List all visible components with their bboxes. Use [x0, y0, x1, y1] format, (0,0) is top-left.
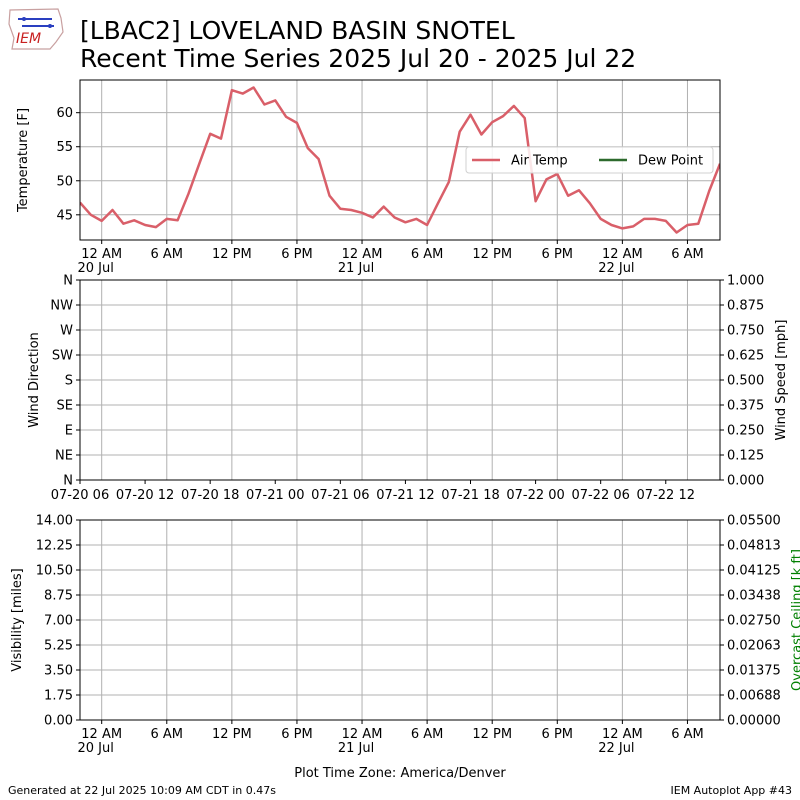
- wind-xtick-label-2: 07-20 18: [181, 488, 239, 503]
- vis-xtick-label-1: 6 AM: [151, 727, 184, 742]
- wind-xtick-label-1: 07-20 12: [116, 488, 174, 503]
- wind-ytick-label-2: E: [65, 424, 73, 439]
- wind-ytick-right-label-1: 0.125: [727, 449, 764, 464]
- vis-xtick-label-6: 12 PM: [472, 727, 512, 742]
- temp-xtick-sublabel-0: 20 Jul: [78, 261, 114, 276]
- wind-speed-ylabel: Wind Speed [mph]: [774, 320, 789, 441]
- wind-xtick-label-0: 07-20 06: [51, 488, 109, 503]
- temp-xtick-label-5: 6 AM: [411, 247, 444, 262]
- vis-ytick-right-label-4: 0.02750: [727, 614, 781, 629]
- temp-ytick-label-0: 45: [56, 208, 73, 223]
- wind-ytick-label-6: W: [60, 324, 73, 339]
- vis-xtick-label-7: 6 PM: [542, 727, 573, 742]
- temp-xtick-label-7: 6 PM: [542, 247, 573, 262]
- wind-direction-ylabel: Wind Direction: [27, 332, 42, 428]
- vis-xtick-label-8: 12 AM: [602, 727, 643, 742]
- legend-air-temp-label: Air Temp: [511, 154, 568, 169]
- chart-title-line1: [LBAC2] LOVELAND BASIN SNOTEL: [80, 16, 515, 45]
- wind-xtick-label-3: 07-21 00: [246, 488, 304, 503]
- wind-ytick-right-label-5: 0.625: [727, 349, 764, 364]
- vis-xtick-label-4: 12 AM: [342, 727, 383, 742]
- vis-xlabel: Plot Time Zone: America/Denver: [294, 766, 506, 781]
- temp-ylabel: Temperature [F]: [16, 108, 31, 213]
- temp-ytick-label-3: 60: [56, 106, 73, 121]
- temp-xtick-label-2: 12 PM: [212, 247, 252, 262]
- temp-legend: Air Temp Dew Point: [465, 146, 714, 174]
- wind-ytick-label-0: N: [63, 474, 73, 489]
- chart-title-line2: Recent Time Series 2025 Jul 20 - 2025 Ju…: [80, 44, 637, 73]
- wind-xtick-label-6: 07-21 18: [441, 488, 499, 503]
- vis-ytick-right-label-0: 0.00000: [727, 714, 781, 729]
- vis-ytick-label-5: 8.75: [44, 589, 73, 604]
- vis-xtick-label-5: 6 AM: [411, 727, 444, 742]
- vis-xtick-label-9: 6 AM: [671, 727, 704, 742]
- vis-xtick-label-0: 12 AM: [81, 727, 122, 742]
- wind-ytick-label-7: NW: [50, 299, 73, 314]
- wind-ytick-label-5: SW: [52, 349, 73, 364]
- wind-ytick-right-label-8: 1.000: [727, 274, 764, 289]
- vis-ytick-right-label-3: 0.02063: [727, 639, 781, 654]
- temp-ytick-label-2: 55: [56, 140, 73, 155]
- vis-xtick-sublabel-8: 22 Jul: [598, 741, 634, 756]
- vis-xtick-sublabel-4: 21 Jul: [338, 741, 374, 756]
- vis-ytick-label-1: 1.75: [44, 689, 73, 704]
- vis-ytick-label-0: 0.00: [44, 714, 73, 729]
- app-note: IEM Autoplot App #43: [670, 784, 793, 797]
- wind-ytick-label-8: N: [63, 274, 73, 289]
- vis-ytick-right-label-8: 0.05500: [727, 514, 781, 529]
- temp-xtick-label-8: 12 AM: [602, 247, 643, 262]
- wind-ytick-label-1: NE: [55, 449, 73, 464]
- temp-xtick-label-3: 6 PM: [281, 247, 312, 262]
- vis-xtick-sublabel-0: 20 Jul: [78, 741, 114, 756]
- vis-ytick-right-label-2: 0.01375: [727, 664, 781, 679]
- ceiling-ylabel: Overcast Ceiling [k ft]: [790, 549, 800, 691]
- vis-ytick-right-label-1: 0.00688: [727, 689, 781, 704]
- generated-note: Generated at 22 Jul 2025 10:09 AM CDT in…: [8, 784, 276, 797]
- wind-ytick-right-label-7: 0.875: [727, 299, 764, 314]
- vis-ytick-label-6: 10.50: [36, 564, 73, 579]
- legend-dew-point-label: Dew Point: [638, 154, 703, 169]
- vis-ytick-label-2: 3.50: [44, 664, 73, 679]
- temp-xtick-sublabel-8: 22 Jul: [598, 261, 634, 276]
- wind-ytick-right-label-4: 0.500: [727, 374, 764, 389]
- vis-ytick-right-label-7: 0.04813: [727, 539, 781, 554]
- wind-xtick-label-9: 07-22 12: [637, 488, 695, 503]
- temp-xtick-label-4: 12 AM: [342, 247, 383, 262]
- wind-xtick-label-7: 07-22 00: [506, 488, 564, 503]
- temp-ytick-label-1: 50: [56, 174, 73, 189]
- wind-ytick-label-4: S: [65, 374, 73, 389]
- wind-ytick-right-label-2: 0.250: [727, 424, 764, 439]
- vis-ytick-label-3: 5.25: [44, 639, 73, 654]
- temp-xtick-sublabel-4: 21 Jul: [338, 261, 374, 276]
- vis-ytick-right-label-5: 0.03438: [727, 589, 781, 604]
- temp-xtick-label-9: 6 AM: [671, 247, 704, 262]
- wind-ytick-right-label-3: 0.375: [727, 399, 764, 414]
- iem-logo: IEM: [6, 6, 66, 50]
- visibility-ylabel: Visibility [miles]: [10, 568, 25, 671]
- wind-xtick-label-4: 07-21 06: [311, 488, 369, 503]
- wind-ytick-right-label-0: 0.000: [727, 474, 764, 489]
- logo-text: IEM: [16, 31, 41, 47]
- vis-xtick-label-2: 12 PM: [212, 727, 252, 742]
- wind-xtick-label-8: 07-22 06: [571, 488, 629, 503]
- temp-xtick-label-1: 6 AM: [151, 247, 184, 262]
- wind-ytick-right-label-6: 0.750: [727, 324, 764, 339]
- temp-xtick-label-6: 12 PM: [472, 247, 512, 262]
- wind-ytick-label-3: SE: [57, 399, 73, 414]
- vis-ytick-label-7: 12.25: [36, 539, 73, 554]
- vis-ytick-label-4: 7.00: [44, 614, 73, 629]
- legend-box: [465, 146, 714, 174]
- temp-xtick-label-0: 12 AM: [81, 247, 122, 262]
- vis-ytick-right-label-6: 0.04125: [727, 564, 781, 579]
- iem-logo-graphic: IEM: [8, 8, 64, 50]
- wind-xtick-label-5: 07-21 12: [376, 488, 434, 503]
- temp-plot-frame: [79, 79, 721, 241]
- vis-ytick-label-8: 14.00: [36, 514, 73, 529]
- air-temp-line: [80, 86, 720, 234]
- vis-xtick-label-3: 6 PM: [281, 727, 312, 742]
